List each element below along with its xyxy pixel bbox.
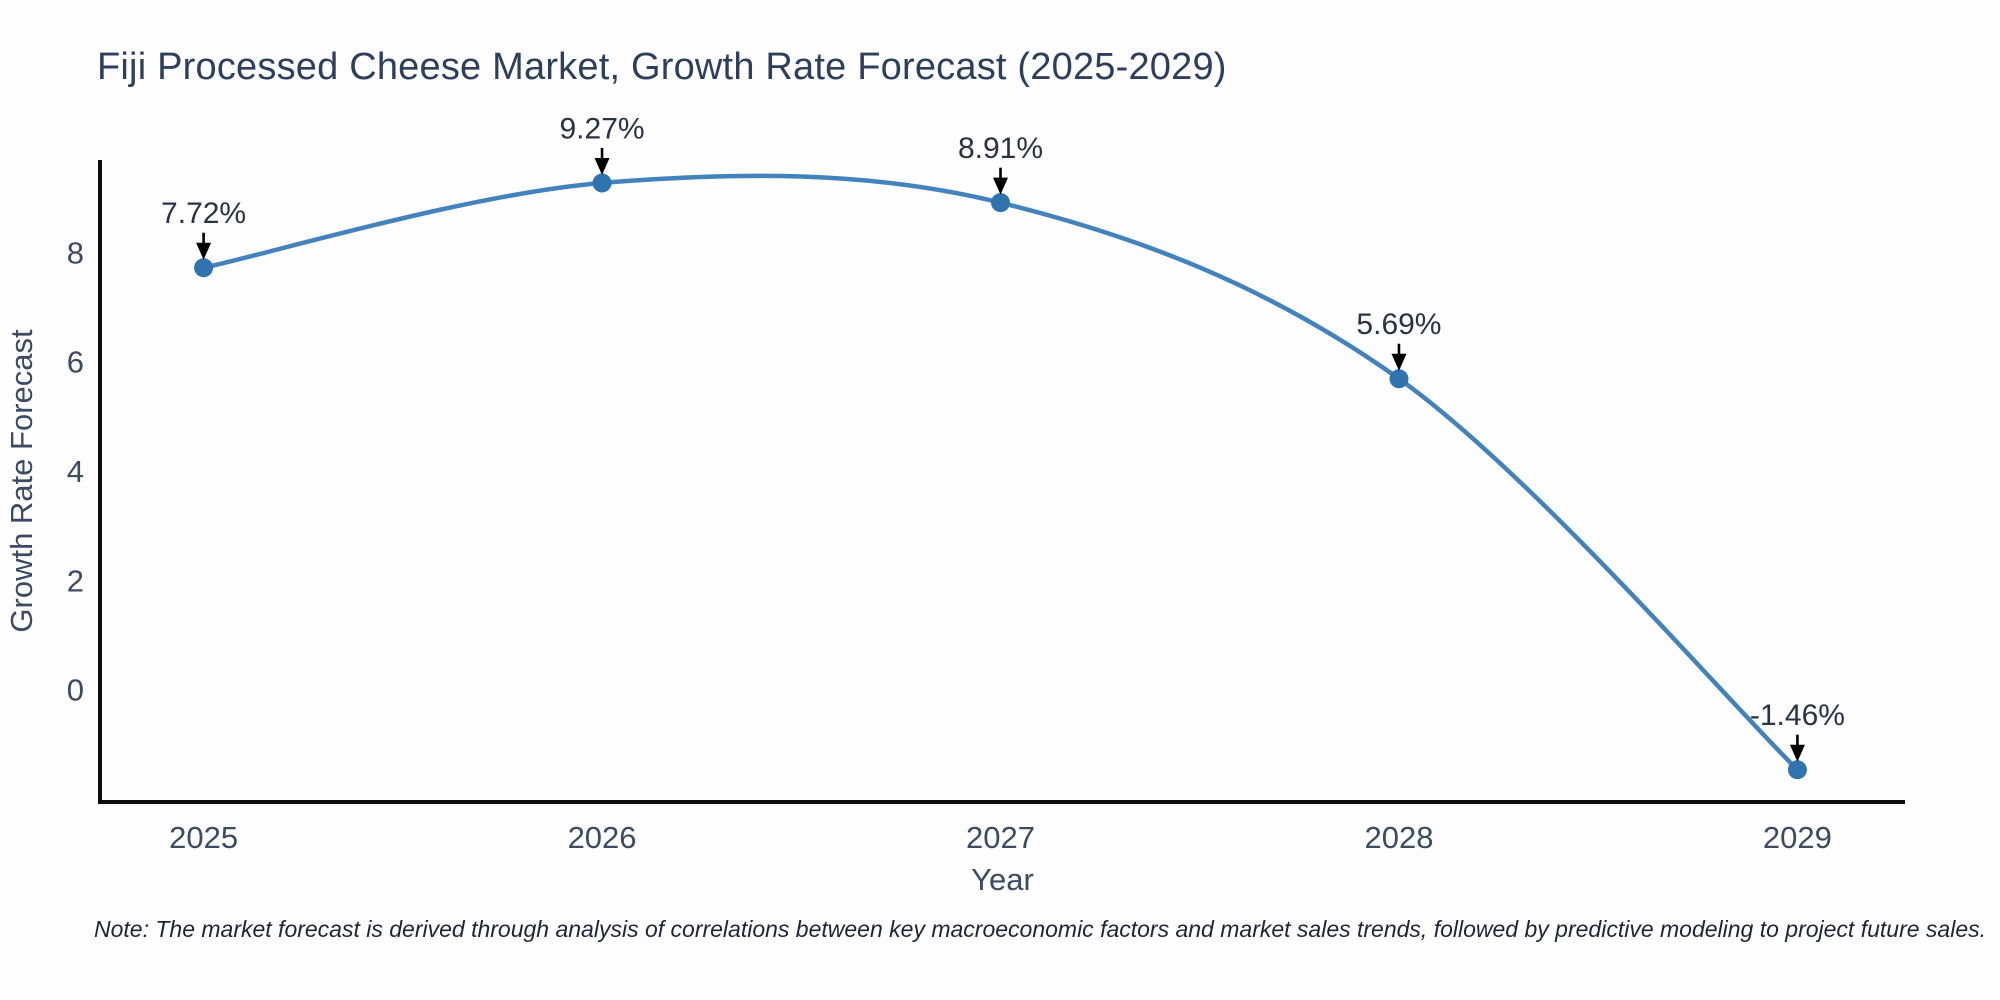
y-axis-tick-label: 2 <box>67 563 84 598</box>
chart-title: Fiji Processed Cheese Market, Growth Rat… <box>97 46 1227 88</box>
y-axis-tick-label: 8 <box>67 235 84 270</box>
annotation-label: 5.69% <box>1356 308 1441 341</box>
chart-footnote: Note: The market forecast is derived thr… <box>93 916 1987 942</box>
x-axis-tick-label: 2028 <box>1364 820 1433 855</box>
annotation-arrow-head <box>594 157 610 175</box>
annotation-label: 7.72% <box>161 197 246 230</box>
x-axis-tick-label: 2027 <box>966 820 1035 855</box>
forecast-line <box>201 173 1800 772</box>
annotation-label: 8.91% <box>958 132 1043 165</box>
data-point-marker <box>1787 760 1807 780</box>
annotation-arrow-head <box>993 177 1009 195</box>
annotation-label: -1.46% <box>1750 699 1845 732</box>
y-axis-tick-label: 0 <box>67 673 84 708</box>
y-axis-title: Growth Rate Forecast <box>4 329 39 633</box>
x-axis-tick-label: 2029 <box>1763 820 1832 855</box>
x-axis-tick-label: 2025 <box>169 820 238 855</box>
annotation-arrow-head <box>1391 353 1407 371</box>
annotation-arrow-head <box>196 242 212 260</box>
x-axis-title: Year <box>971 862 1034 897</box>
x-axis-tick-label: 2026 <box>568 820 637 855</box>
y-axis-tick-label: 4 <box>67 454 84 489</box>
data-point-marker <box>194 258 214 278</box>
y-axis-tick-label: 6 <box>67 345 84 380</box>
annotation-arrow-head <box>1789 744 1805 762</box>
data-point-marker <box>991 193 1011 213</box>
data-point-marker <box>592 173 612 193</box>
annotation-label: 9.27% <box>560 112 645 145</box>
data-point-marker <box>1389 369 1409 389</box>
